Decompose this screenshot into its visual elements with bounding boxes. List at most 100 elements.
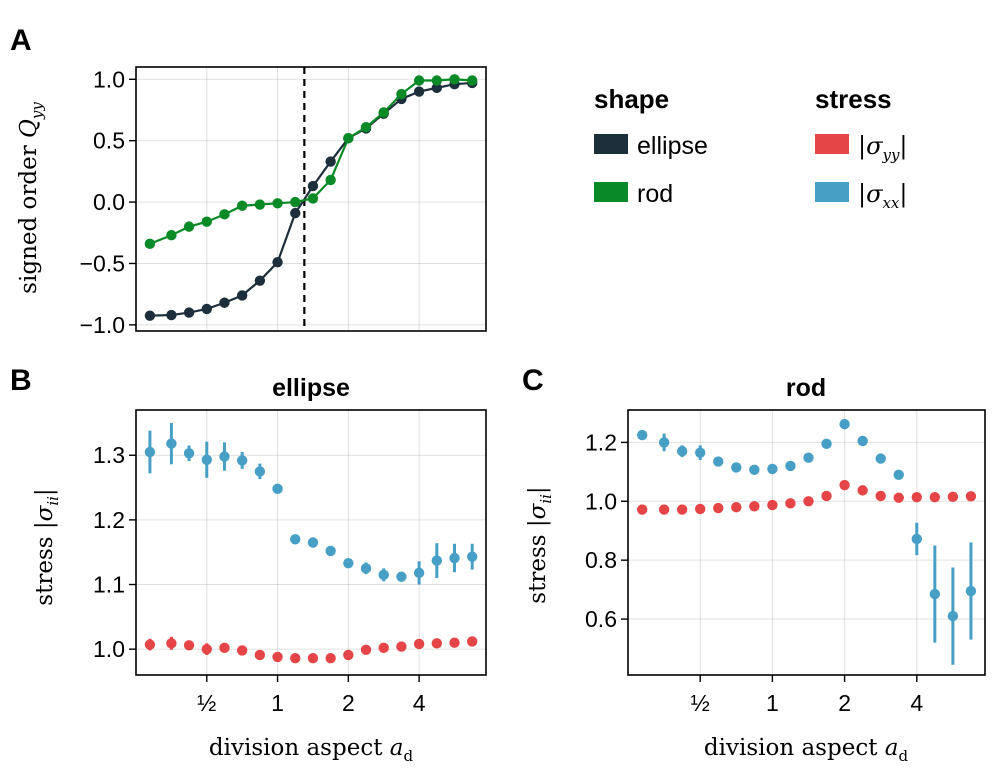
panel-c-series-sigma-yy	[636, 479, 977, 515]
data-point	[396, 571, 407, 582]
data-point	[413, 567, 425, 579]
data-point	[183, 221, 195, 232]
data-point	[219, 297, 230, 308]
panel-b-grid	[136, 410, 486, 675]
data-point	[307, 537, 319, 548]
data-point	[431, 638, 443, 649]
data-point	[821, 490, 832, 502]
panel-b-xtick-label: ½	[197, 690, 216, 716]
panel-a-ytick-label: 0.5	[93, 128, 125, 154]
panel-c-xtick-label: 2	[838, 690, 851, 716]
legend-label-rod: rod	[637, 180, 673, 208]
data-point	[272, 198, 283, 209]
panel-c-xtick-label: 1	[766, 690, 779, 716]
data-point	[144, 446, 156, 458]
data-point	[449, 552, 460, 564]
panel-c-xlabel: division aspect ad	[704, 735, 909, 765]
data-point	[636, 504, 648, 515]
data-point	[821, 438, 832, 450]
data-point	[201, 303, 212, 315]
data-point	[658, 437, 670, 448]
data-point	[449, 637, 460, 648]
data-point	[431, 75, 443, 86]
data-point	[713, 502, 724, 514]
panel-b-title: ellipse	[272, 374, 350, 402]
data-point	[431, 555, 443, 566]
data-point	[929, 588, 941, 600]
panel-c-plot: 0.6 0.8 1.0 1.2 ½ 1 2 4	[585, 409, 986, 716]
legend-shape-title: shape	[594, 84, 669, 114]
data-point	[965, 491, 977, 502]
panel-c-ytick-label: 1.2	[585, 429, 617, 455]
panel-a-ylabel: signed order Qyy	[16, 102, 46, 294]
data-point	[307, 652, 319, 664]
data-point	[290, 534, 301, 545]
data-point	[803, 452, 814, 463]
data-point	[166, 638, 177, 649]
panel-a-frame	[135, 66, 487, 332]
data-point	[254, 649, 266, 661]
data-point	[201, 454, 212, 465]
data-point	[947, 610, 959, 622]
legend-stress-title: stress	[815, 84, 892, 114]
data-point	[749, 464, 760, 475]
data-point	[875, 490, 886, 502]
data-point	[360, 563, 372, 574]
data-point	[166, 309, 177, 321]
data-point	[378, 569, 389, 581]
data-point	[857, 485, 868, 496]
data-point	[911, 533, 922, 545]
data-point	[803, 496, 814, 507]
data-point	[144, 639, 156, 650]
panel-a-grid	[136, 67, 486, 331]
legend-label-ellipse: ellipse	[637, 132, 708, 160]
panel-a-ytick-label: 0.0	[93, 189, 125, 215]
panel-b-plot: 1.0 1.1 1.2 1.3 ½ 1 2 4	[93, 409, 487, 716]
data-point	[413, 86, 425, 97]
legend-swatch-sigma-xx	[815, 182, 849, 202]
panel-letter-c: C	[522, 364, 544, 397]
data-point	[144, 238, 156, 250]
panel-letter-a: A	[10, 24, 32, 57]
panel-b-ytick-label: 1.1	[93, 572, 125, 598]
data-point	[272, 257, 283, 268]
panel-c-ytick-label: 0.6	[585, 606, 617, 632]
data-point	[307, 180, 319, 192]
data-point	[343, 649, 354, 661]
data-point	[396, 88, 407, 100]
panel-b-series-sigma-xx	[144, 422, 478, 585]
data-point	[219, 642, 230, 654]
panel-c-series-sigma-xx	[636, 418, 977, 665]
data-point	[694, 447, 706, 458]
data-point	[343, 557, 354, 569]
data-point	[325, 174, 336, 186]
data-point	[767, 463, 778, 475]
panel-a-ytick-label: −1.0	[80, 312, 125, 338]
data-point	[166, 230, 177, 241]
panel-a-series-rod	[144, 74, 478, 250]
data-point	[839, 479, 850, 491]
data-point	[166, 438, 177, 449]
panel-c-xtick-label: 4	[910, 690, 923, 716]
data-point	[236, 455, 248, 466]
data-point	[236, 200, 248, 211]
data-point	[467, 551, 478, 562]
panel-b-xtick-label: 1	[271, 690, 284, 716]
data-point	[839, 418, 850, 430]
panel-b-series-sigma-yy	[144, 636, 478, 664]
data-point	[911, 491, 922, 503]
data-point	[636, 429, 648, 441]
data-point	[947, 491, 959, 503]
data-point	[236, 645, 248, 656]
data-point	[467, 75, 478, 86]
legend-swatch-sigma-yy	[815, 134, 849, 154]
data-point	[325, 545, 336, 557]
data-point	[254, 275, 266, 286]
data-point	[272, 651, 283, 663]
data-point	[144, 310, 156, 321]
data-point	[183, 448, 195, 459]
series-line-rod	[149, 78, 473, 245]
panel-b-ytick-label: 1.3	[93, 442, 125, 468]
data-point	[929, 491, 941, 503]
